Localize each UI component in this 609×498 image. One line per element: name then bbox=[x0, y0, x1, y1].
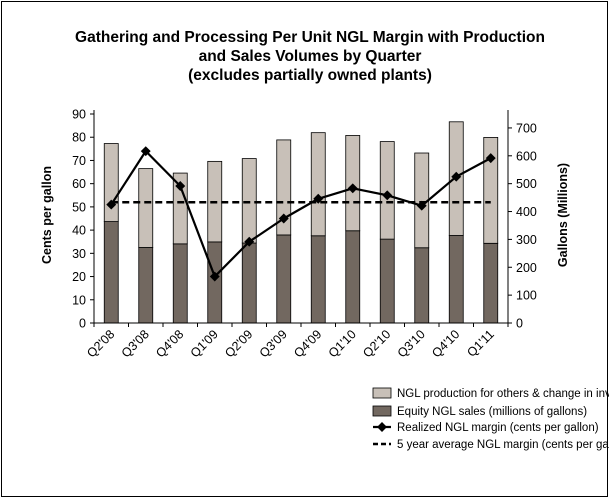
bar-equity-sales bbox=[414, 247, 430, 324]
legend-label-realized: Realized NGL margin (cents per gallon) bbox=[397, 422, 599, 434]
bar-production-others bbox=[345, 135, 361, 232]
legend: NGL production for others & change in in… bbox=[372, 387, 609, 451]
chart-title: Gathering and Processing Per Unit NGL Ma… bbox=[75, 29, 545, 84]
legend-label-production: NGL production for others & change in in… bbox=[397, 388, 609, 400]
realized-margin-point bbox=[485, 153, 496, 164]
bar-equity-sales bbox=[172, 243, 188, 324]
title-line-1: Gathering and Processing Per Unit NGL Ma… bbox=[75, 29, 545, 46]
realized-margin-point bbox=[451, 171, 462, 182]
bar-equity-sales bbox=[448, 235, 464, 324]
x-tick-label: Q4'09 bbox=[291, 327, 324, 360]
left-tick-label: 80 bbox=[72, 131, 86, 145]
legend-label-equity: Equity NGL sales (millions of gallons) bbox=[397, 406, 587, 418]
left-tick-label: 10 bbox=[72, 293, 86, 307]
bar-equity-sales bbox=[241, 242, 257, 324]
x-tick-label: Q1'09 bbox=[188, 327, 221, 360]
bar-production-others bbox=[103, 143, 119, 222]
left-axis-label: Cents per gallon bbox=[40, 166, 54, 264]
right-tick-label: 200 bbox=[516, 261, 537, 275]
realized-margin-point bbox=[313, 193, 324, 204]
realized-margin-point bbox=[278, 213, 289, 224]
x-tick-label: Q1'10 bbox=[326, 327, 359, 360]
x-tick-label: Q2'09 bbox=[222, 327, 255, 360]
bar-production-others bbox=[172, 172, 188, 245]
x-tick-label: Q2'08 bbox=[84, 327, 117, 360]
realized-margin-point bbox=[209, 271, 220, 282]
line-group bbox=[106, 146, 496, 282]
right-tick-label: 500 bbox=[516, 177, 537, 191]
bar-production-others bbox=[276, 139, 292, 236]
realized-margin-point bbox=[382, 190, 393, 201]
bar-production-others bbox=[483, 137, 499, 244]
bar-equity-sales bbox=[138, 247, 154, 324]
realized-margin-point bbox=[244, 236, 255, 247]
bar-equity-sales bbox=[345, 230, 361, 324]
legend-swatch-production bbox=[372, 387, 392, 399]
left-tick-label: 90 bbox=[72, 108, 86, 122]
x-tick-label: Q3'08 bbox=[119, 327, 152, 360]
left-tick-label: 0 bbox=[79, 317, 86, 331]
x-tick-label: Q4'08 bbox=[153, 327, 186, 360]
left-tick-label: 20 bbox=[72, 270, 86, 284]
right-tick-label: 700 bbox=[516, 121, 537, 135]
x-tick-label: Q2'10 bbox=[360, 327, 393, 360]
left-tick-label: 50 bbox=[72, 200, 86, 214]
right-tick-label: 400 bbox=[516, 205, 537, 219]
left-tick-label: 30 bbox=[72, 247, 86, 261]
bar-equity-sales bbox=[483, 242, 499, 324]
bar-production-others bbox=[138, 168, 154, 248]
realized-margin-point bbox=[175, 181, 186, 191]
x-tick-label: Q1'11 bbox=[464, 327, 497, 360]
realized-margin-line bbox=[110, 150, 492, 278]
title-line-2: and Sales Volumes by Quarter bbox=[199, 48, 422, 65]
title-line-3: (excludes partially owned plants) bbox=[188, 67, 432, 84]
left-tick-label: 40 bbox=[72, 224, 86, 238]
bar-group bbox=[103, 121, 499, 324]
bar-production-others bbox=[310, 132, 326, 237]
legend-label-average: 5 year average NGL margin (cents per gal… bbox=[397, 439, 609, 451]
bar-equity-sales bbox=[103, 221, 119, 324]
x-tick-label: Q3'10 bbox=[395, 327, 428, 360]
left-tick-label: 70 bbox=[72, 154, 86, 168]
right-tick-label: 600 bbox=[516, 149, 537, 163]
left-tick-label: 60 bbox=[72, 177, 86, 191]
realized-margin-point bbox=[347, 183, 358, 194]
legend-swatch-equity bbox=[372, 405, 392, 417]
bar-equity-sales bbox=[207, 241, 223, 324]
legend-marker-realized bbox=[377, 422, 387, 432]
x-tick-label: Q4'10 bbox=[429, 327, 462, 360]
realized-margin-point bbox=[416, 200, 427, 211]
right-tick-label: 100 bbox=[516, 289, 537, 303]
bar-production-others bbox=[241, 158, 257, 244]
x-tick-label: Q3'09 bbox=[257, 327, 290, 360]
bar-equity-sales bbox=[310, 235, 326, 324]
bar-equity-sales bbox=[276, 234, 292, 324]
right-axis-label: Gallons (Millions) bbox=[556, 163, 570, 267]
realized-margin-point bbox=[140, 146, 151, 157]
right-tick-label: 0 bbox=[516, 317, 523, 331]
right-tick-label: 300 bbox=[516, 233, 537, 247]
bar-equity-sales bbox=[379, 238, 395, 324]
realized-margin-point bbox=[106, 199, 117, 210]
